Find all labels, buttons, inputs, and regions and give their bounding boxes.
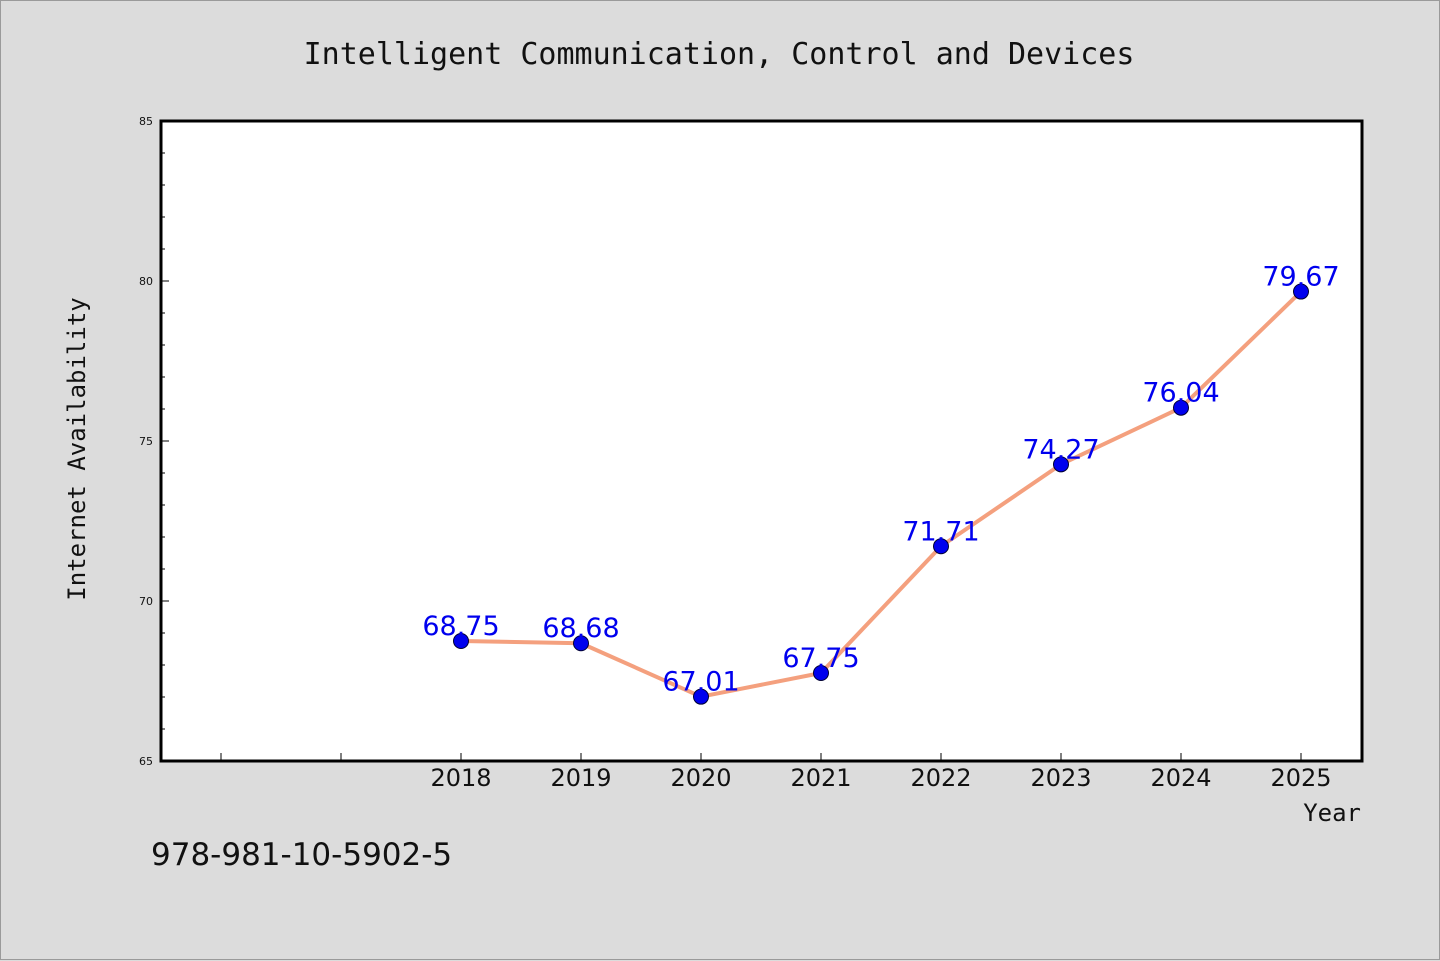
data-point [1293, 283, 1309, 300]
data-label: 68.75 [422, 611, 499, 642]
y-tick-label: 80 [139, 275, 153, 288]
data-point [453, 633, 469, 649]
data-label: 68.68 [542, 613, 619, 644]
chart-title: Intelligent Communication, Control and D… [304, 37, 1135, 72]
data-label: 79.67 [1262, 262, 1339, 293]
y-tick-label: 75 [139, 435, 153, 448]
x-axis-label: Year [1303, 799, 1361, 827]
data-point [1053, 456, 1069, 473]
data-label: 67.75 [782, 643, 859, 674]
data-point [813, 665, 829, 681]
data-point [693, 688, 709, 705]
data-point [933, 538, 949, 555]
x-tick-label: 2025 [1270, 764, 1331, 792]
x-tick-label: 2022 [910, 764, 971, 792]
x-tick-label: 2019 [550, 764, 611, 792]
x-tick-label: 2020 [670, 764, 731, 792]
footnote-isbn: 978-981-10-5902-5 [151, 837, 452, 873]
x-tick-label: 2021 [790, 764, 851, 792]
data-label: 76.04 [1142, 378, 1219, 409]
plot-area: 65 70 75 80 85 2018 2019 2020 2021 2022 2023 2024 20… [139, 115, 1364, 792]
x-tick-label: 2023 [1030, 764, 1091, 792]
plot-frame [159, 119, 1364, 763]
x-tick-label: 2024 [1150, 764, 1211, 792]
data-label: 67.01 [662, 667, 739, 698]
y-axis-label: Internet Availability [63, 297, 91, 600]
series-line [460, 290, 1303, 699]
y-tick-label: 85 [139, 115, 153, 128]
x-tick-label: 2018 [430, 764, 491, 792]
data-label: 71.71 [902, 516, 979, 547]
y-tick-label: 70 [139, 595, 153, 608]
data-point [573, 635, 589, 652]
data-label: 74.27 [1022, 434, 1099, 465]
y-tick-label: 65 [139, 755, 153, 768]
data-point [1173, 399, 1189, 416]
